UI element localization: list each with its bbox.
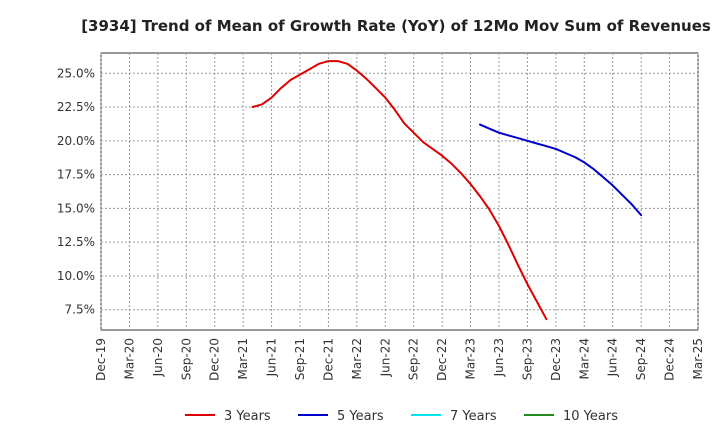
legend: 3 Years 5 Years 7 Years 10 Years <box>185 409 618 424</box>
x-tick-label: Sep-21 <box>293 338 307 380</box>
y-axis: 7.5% 10.0% 12.5% 15.0% 17.5% 20.0% 22.5% 25.0% <box>57 66 95 316</box>
x-tick-label: Sep-23 <box>520 338 534 380</box>
chart-title: [3934] Trend of Mean of Growth Rate (YoY… <box>81 17 711 35</box>
x-tick-label: Mar-25 <box>691 338 705 379</box>
x-tick-label: Mar-23 <box>464 338 478 379</box>
grid-lines <box>100 53 699 330</box>
series-line-3-years <box>251 60 548 321</box>
x-axis: Dec-19 Mar-20 Jun-20 Sep-20 Dec-20 Mar-21 Jun-… <box>94 338 705 381</box>
legend-label-7-years: 7 Years <box>450 409 497 424</box>
x-tick-label: Dec-20 <box>208 338 222 381</box>
x-tick-label: Mar-22 <box>350 338 364 379</box>
series-line-5-years <box>479 123 643 217</box>
y-tick-label: 10.0% <box>57 269 95 283</box>
legend-label-10-years: 10 Years <box>563 409 618 424</box>
legend-label-3-years: 3 Years <box>224 409 271 424</box>
y-tick-label: 15.0% <box>57 201 95 215</box>
x-tick-label: Sep-22 <box>407 338 421 380</box>
legend-label-5-years: 5 Years <box>337 409 384 424</box>
y-tick-label: 22.5% <box>57 100 95 114</box>
x-tick-label: Dec-23 <box>549 338 563 381</box>
x-tick-label: Jun-22 <box>378 338 392 377</box>
x-tick-label: Dec-22 <box>435 338 449 381</box>
x-tick-label: Mar-24 <box>577 338 591 379</box>
y-tick-label: 20.0% <box>57 134 95 148</box>
x-tick-label: Mar-20 <box>122 338 136 379</box>
y-tick-label: 7.5% <box>65 303 96 317</box>
plot-background <box>100 52 699 331</box>
x-tick-label: Jun-20 <box>151 338 165 377</box>
x-tick-label: Jun-23 <box>492 338 506 377</box>
x-tick-label: Dec-24 <box>663 338 677 381</box>
x-tick-label: Dec-19 <box>94 338 108 381</box>
series-lines <box>251 60 643 321</box>
x-tick-label: Dec-21 <box>321 338 335 381</box>
x-tick-label: Jun-24 <box>606 338 620 377</box>
x-tick-label: Mar-21 <box>236 338 250 379</box>
x-tick-label: Jun-21 <box>265 338 279 377</box>
y-tick-label: 12.5% <box>57 235 95 249</box>
x-tick-label: Sep-20 <box>179 338 193 380</box>
y-tick-label: 17.5% <box>57 168 95 182</box>
x-tick-label: Sep-24 <box>634 338 648 380</box>
y-tick-label: 25.0% <box>57 66 95 80</box>
